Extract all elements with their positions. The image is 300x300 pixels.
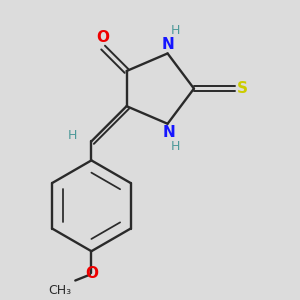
Text: N: N [163, 125, 176, 140]
Text: O: O [85, 266, 98, 281]
Text: S: S [236, 81, 247, 96]
Text: CH₃: CH₃ [48, 284, 71, 297]
Text: H: H [170, 24, 180, 37]
Text: N: N [161, 37, 174, 52]
Text: O: O [97, 30, 110, 45]
Text: H: H [170, 140, 180, 153]
Text: H: H [68, 129, 77, 142]
